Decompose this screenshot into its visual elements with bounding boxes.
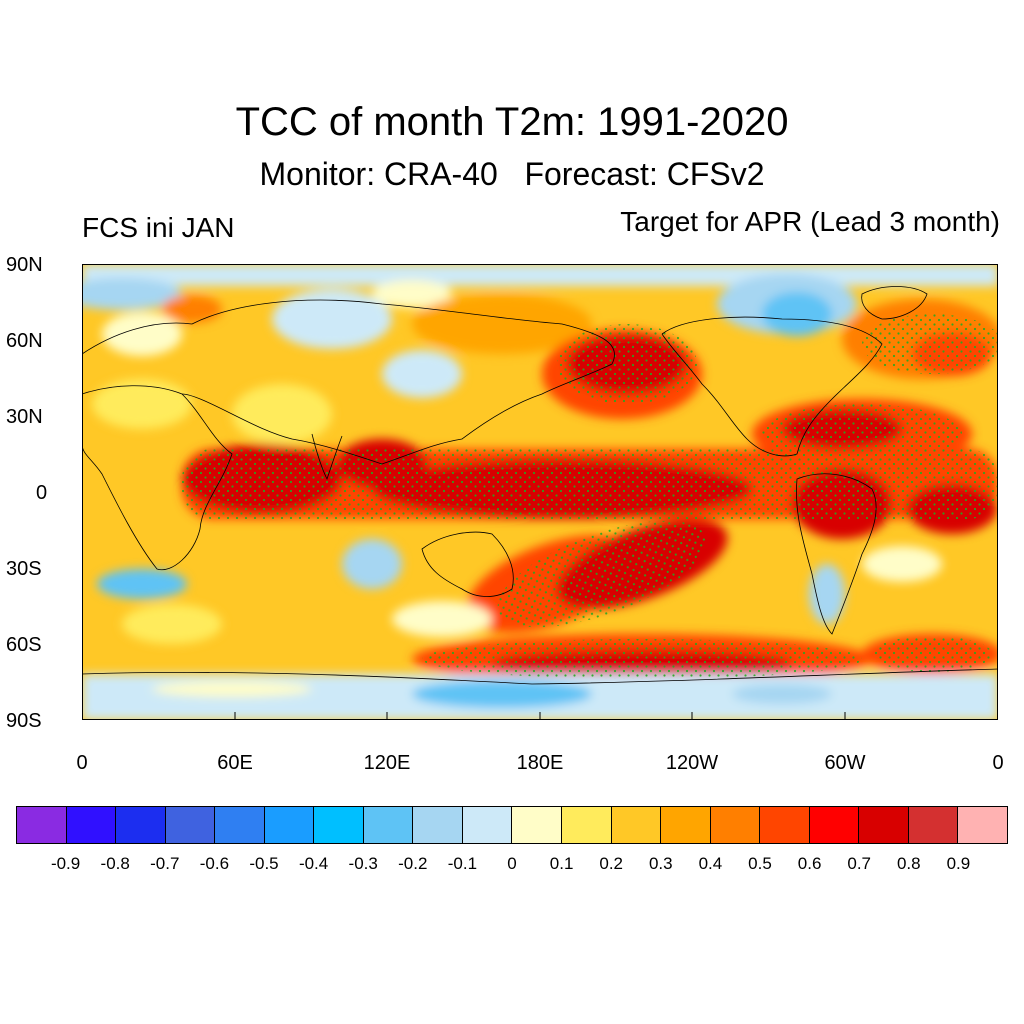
colorbar-segment — [17, 807, 67, 843]
lat-label-90n: 90N — [6, 254, 43, 276]
colorbar-segment — [859, 807, 909, 843]
colorbar-segment — [562, 807, 612, 843]
colorbar-segment — [661, 807, 711, 843]
lon-label-0: 0 — [76, 752, 88, 774]
colorbar-label: 0.6 — [797, 854, 822, 873]
tcc-map — [82, 264, 998, 720]
colorbar-label: -0.9 — [50, 854, 81, 873]
colorbar-segment — [462, 807, 513, 843]
colorbar-label: 0.2 — [599, 854, 623, 873]
colorbar-segment — [908, 807, 959, 843]
colorbar-segment — [760, 807, 810, 843]
colorbar-label: 0.8 — [896, 854, 921, 873]
colorbar-segment — [809, 807, 860, 843]
map-ticks — [234, 712, 846, 720]
colorbar-segment — [958, 807, 1007, 843]
lon-label-180e: 180E — [516, 752, 564, 774]
colorbar-label: 0.4 — [698, 854, 723, 873]
significance-stipple — [182, 314, 998, 679]
lon-label-0-east: 0 — [992, 752, 1004, 774]
colorbar-segment — [710, 807, 761, 843]
lat-label-30s: 30S — [6, 558, 42, 580]
colorbar-label: 0.9 — [946, 854, 971, 873]
colorbar-label: -0.4 — [298, 854, 329, 873]
map-title: TCC of month T2m: 1991-2020 — [235, 100, 789, 144]
colorbar-segment — [512, 807, 563, 843]
colorbar-label: -0.1 — [447, 854, 478, 873]
colorbar-label: -0.5 — [249, 854, 279, 873]
colorbar-segment — [165, 807, 216, 843]
colorbar-segment — [363, 807, 414, 843]
lat-label-0: 0 — [36, 482, 48, 504]
colorbar-label: 0 — [507, 854, 517, 873]
colorbar-label: 0.3 — [648, 854, 673, 873]
colorbar-segment — [116, 807, 166, 843]
lon-label-60w: 60W — [824, 752, 866, 774]
colorbar-label: -0.2 — [398, 854, 428, 873]
colorbar-label: -0.3 — [348, 854, 378, 873]
colorbar-segment — [264, 807, 315, 843]
lon-label-120e: 120E — [363, 752, 411, 774]
colorbar — [16, 806, 1008, 844]
init-label: FCS ini JAN — [82, 212, 235, 243]
lat-label-90s: 90S — [6, 710, 42, 732]
lon-label-120w: 120W — [665, 752, 719, 774]
lat-label-60n: 60N — [6, 330, 43, 352]
colorbar-label: -0.6 — [199, 854, 230, 873]
colorbar-segment — [611, 807, 662, 843]
colorbar-segment — [314, 807, 364, 843]
colorbar-label: -0.7 — [150, 854, 180, 873]
coastlines — [82, 286, 998, 685]
colorbar-segment — [66, 807, 117, 843]
colorbar-label: 0.1 — [549, 854, 574, 873]
target-label: Target for APR (Lead 3 month) — [620, 206, 1000, 237]
colorbar-label: 0.7 — [847, 854, 871, 873]
colorbar-label: 0.5 — [748, 854, 772, 873]
colorbar-segment — [215, 807, 265, 843]
lon-label-60e: 60E — [217, 752, 253, 774]
colorbar-segment — [413, 807, 463, 843]
lat-label-30n: 30N — [6, 406, 43, 428]
map-subtitle: Monitor: CRA-40 Forecast: CFSv2 — [259, 156, 765, 192]
lat-label-60s: 60S — [6, 634, 42, 656]
colorbar-label: -0.8 — [100, 854, 130, 873]
